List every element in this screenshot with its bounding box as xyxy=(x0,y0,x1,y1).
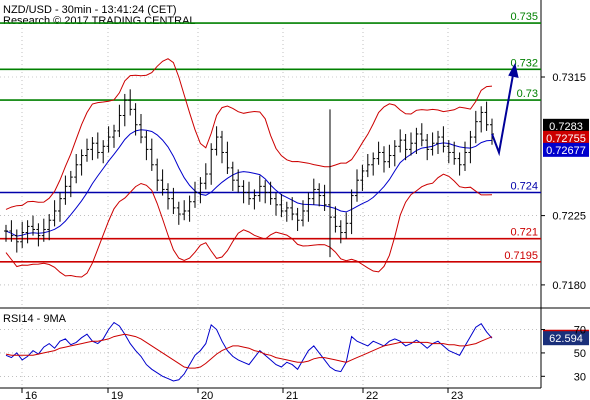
x-tick-label: 20 xyxy=(201,390,213,400)
bollinger-bands xyxy=(5,58,493,278)
price-tag-box xyxy=(543,130,589,145)
chart-title: NZD/USD - 30min - 13:41:24 (CET) xyxy=(3,4,177,16)
price-tag-box xyxy=(543,118,589,133)
level-label-0.724: 0.724 xyxy=(510,181,538,193)
price-tag-label: 0.72755 xyxy=(546,133,586,145)
rsi-y-tick-label: 50 xyxy=(574,348,586,360)
price-y-axis: 0.7315 0.7225 0.7180 xyxy=(541,72,586,292)
rsi-title: RSI14 - 9MA xyxy=(3,313,67,325)
level-label-0.732: 0.732 xyxy=(510,57,538,69)
level-label-0.721: 0.721 xyxy=(510,227,538,239)
level-label-0.73: 0.73 xyxy=(517,88,538,100)
x-tick-label: 19 xyxy=(111,390,123,400)
x-tick-label: 16 xyxy=(25,390,37,400)
price-tag-label: 0.7283 xyxy=(549,121,583,133)
y-tick-label: 0.7225 xyxy=(552,211,586,223)
price-tag-label: 0.72677 xyxy=(546,145,586,157)
rsi-tag-box xyxy=(543,331,589,346)
chart-credit: Research © 2017 TRADING CENTRAL xyxy=(3,15,196,27)
x-tick-label: 21 xyxy=(286,390,298,400)
y-tick-label: 0.7315 xyxy=(552,72,586,84)
forecast-arrow xyxy=(491,62,519,157)
forecast-path xyxy=(491,69,515,157)
price-tag-box xyxy=(543,142,589,157)
x-tick-label: 22 xyxy=(366,390,378,400)
rsi-y-axis: 70 50 30 xyxy=(541,325,586,383)
x-tick-label: 23 xyxy=(451,390,463,400)
price-bars xyxy=(4,89,494,258)
rsi-series-RSI14 xyxy=(5,321,493,382)
grid xyxy=(0,28,541,388)
bollinger-lower xyxy=(5,173,493,278)
forecast-arrowhead xyxy=(508,62,519,78)
rsi-series-9MA xyxy=(5,333,493,369)
level-label-0.7195: 0.7195 xyxy=(504,250,538,262)
bollinger-upper xyxy=(5,58,493,210)
rsi-y-tick-label: 30 xyxy=(574,371,586,383)
rsi-panel: 63.851362.594 xyxy=(5,321,589,382)
x-axis: 16 19 20 21 22 23 xyxy=(21,388,463,400)
rsi-tag-label: 62.594 xyxy=(549,333,583,345)
y-tick-label: 0.7180 xyxy=(552,280,586,292)
level-label-0.735: 0.735 xyxy=(510,11,538,23)
level-lines: 0.735 0.732 0.73 0.724 0.721 0.7195 xyxy=(0,11,541,263)
rsi-y-tick-label: 70 xyxy=(574,325,586,337)
